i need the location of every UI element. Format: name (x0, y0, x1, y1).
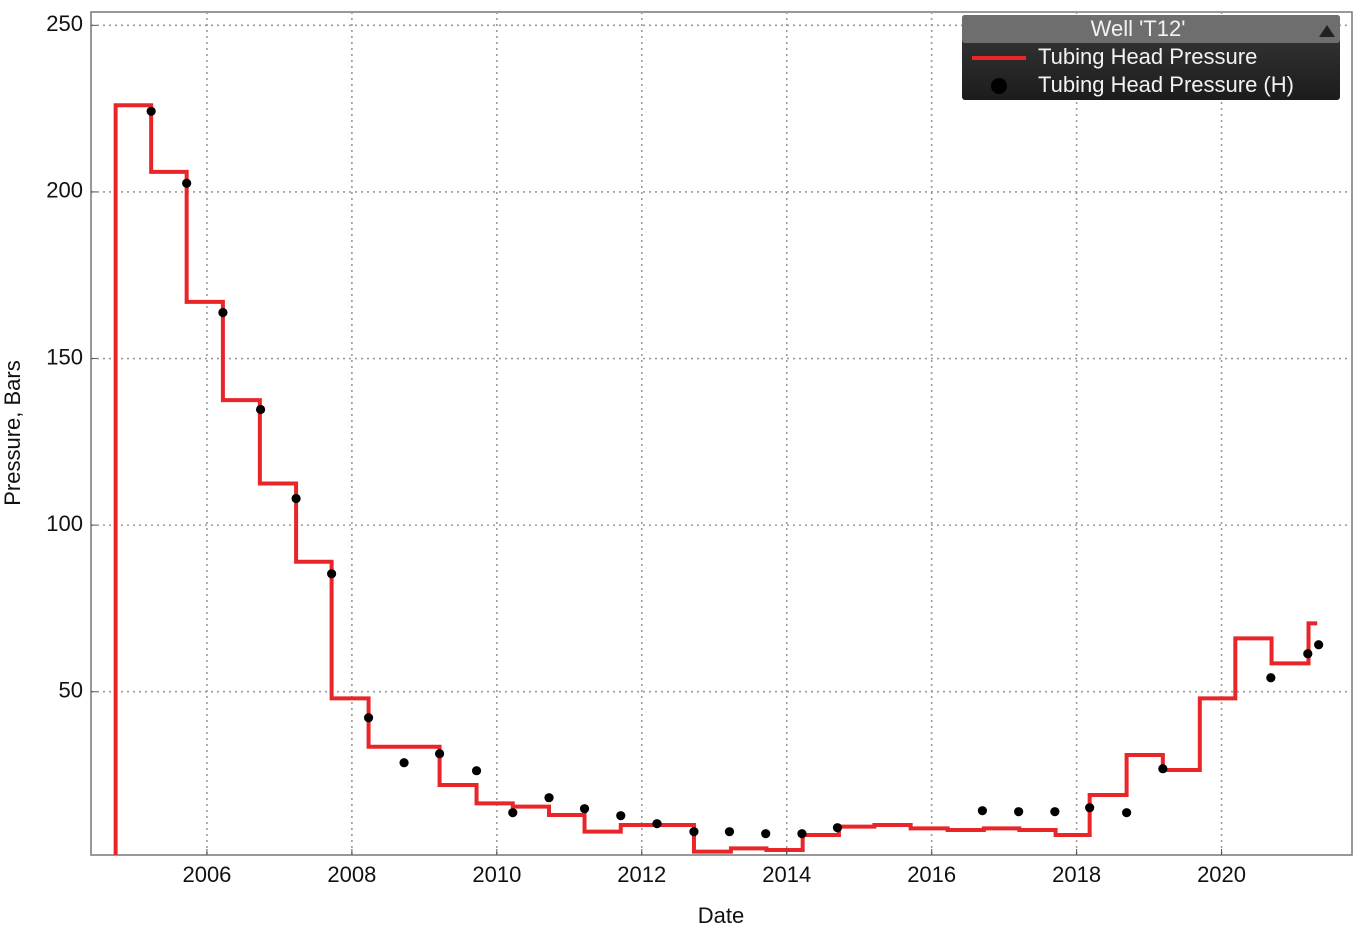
x-axis-label: Date (698, 903, 744, 928)
data-point (218, 307, 228, 318)
x-tick-label: 2014 (762, 862, 811, 887)
data-point (652, 819, 662, 829)
y-axis-label: Pressure, Bars (0, 360, 25, 506)
y-tick-label: 250 (46, 11, 83, 36)
collapse-icon (1319, 25, 1335, 37)
x-tick-label: 2018 (1052, 862, 1101, 887)
data-point (471, 766, 482, 776)
y-tick-label: 200 (46, 178, 83, 203)
marks (113, 103, 1324, 855)
data-point (146, 106, 156, 116)
data-point (508, 808, 518, 818)
x-tick-label: 2010 (472, 862, 521, 887)
data-point (1050, 807, 1060, 817)
data-point (434, 749, 445, 759)
data-point (1158, 764, 1168, 774)
x-tick-label: 2006 (182, 862, 231, 887)
x-tick-label: 2020 (1197, 862, 1246, 887)
legend: Well 'T12' Tubing Head Pressure Tubing He… (962, 15, 1340, 100)
x-tick-label: 2008 (327, 862, 376, 887)
y-tick-label: 150 (46, 344, 83, 369)
data-point (1122, 808, 1132, 818)
legend-title: Well 'T12' (1091, 16, 1186, 41)
data-point (616, 811, 626, 821)
data-point (689, 827, 699, 837)
data-point (182, 178, 192, 188)
data-point (544, 793, 554, 803)
plot-frame (90, 11, 1353, 856)
data-point (977, 806, 987, 816)
data-point (579, 804, 590, 814)
data-point (1085, 803, 1095, 813)
data-point (363, 713, 374, 723)
y-tick-label: 100 (46, 511, 83, 536)
data-point (1014, 807, 1024, 817)
legend-label: Tubing Head Pressure (H) (1038, 72, 1294, 97)
data-point (1266, 673, 1276, 683)
data-point (832, 823, 843, 833)
data-point (1314, 640, 1324, 650)
data-point (399, 758, 409, 768)
data-point (761, 829, 771, 839)
legend-label: Tubing Head Pressure (1038, 44, 1257, 69)
legend-swatch (991, 78, 1007, 94)
ticks: 50 100 150 200 250 2006 2008 2010 2012 2014 2016 20… (46, 11, 1246, 887)
data-point (724, 827, 735, 837)
data-point (255, 404, 266, 415)
x-tick-label: 2016 (907, 862, 956, 887)
data-point (797, 829, 807, 839)
legend-header (962, 15, 1340, 43)
data-point (1303, 649, 1313, 659)
step-line (113, 103, 1318, 855)
x-tick-label: 2012 (617, 862, 666, 887)
grid (91, 12, 1352, 855)
y-tick-label: 50 (59, 678, 83, 703)
data-point (291, 493, 301, 504)
data-point (327, 569, 337, 579)
